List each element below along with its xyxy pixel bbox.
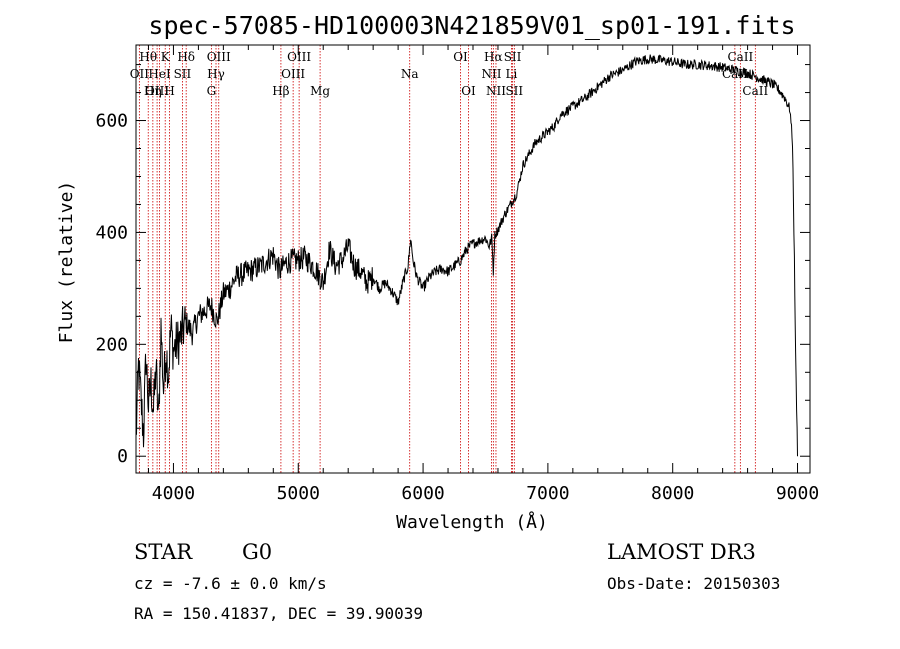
spectral-line-label: OIII — [145, 84, 169, 98]
redshift-value: cz = -7.6 ± 0.0 km/s — [134, 574, 327, 593]
spectral-line-label: OII — [130, 67, 150, 81]
spectral-line-label: SII — [504, 50, 522, 64]
spectral-line-label: Li — [506, 67, 518, 81]
x-tick-label: 7000 — [526, 483, 569, 504]
coordinates: RA = 150.41837, DEC = 39.90039 — [134, 604, 423, 623]
spectral-line-label: Hη — [144, 84, 162, 98]
spectral-line-label: OI — [453, 50, 468, 64]
spectral-line-label: Hβ — [272, 84, 289, 98]
spectral-line-label: OI — [461, 84, 476, 98]
x-axis-label: Wavelength (Å) — [396, 511, 548, 533]
chart-title: spec-57085-HD100003N421859V01_sp01-191.f… — [148, 11, 795, 40]
spectral-line-label: CaII — [727, 50, 753, 64]
spectral-line-label: Mg — [310, 84, 330, 98]
object-class: STAR — [134, 540, 193, 564]
spectral-line-label: CaII — [742, 84, 768, 98]
spectral-line-label: G — [207, 84, 217, 98]
spectral-line-label: H — [164, 84, 174, 98]
spectral-line-label: Na — [401, 67, 419, 81]
spectral-line-label: Hθ — [139, 50, 157, 64]
spectrum-series — [135, 54, 798, 457]
survey-name: LAMOST DR3 — [607, 540, 756, 564]
x-tick-label: 9000 — [776, 483, 819, 504]
observation-date: Obs-Date: 20150303 — [607, 574, 780, 593]
x-tick-label: 5000 — [277, 483, 320, 504]
plot-frame — [135, 44, 811, 474]
spectral-line-label: HeI — [148, 67, 171, 81]
y-tick-label: 0 — [117, 446, 128, 467]
spectral-line-label: OIII — [281, 67, 305, 81]
object-subclass: G0 — [242, 540, 272, 564]
y-tick-label: 600 — [95, 111, 128, 132]
spectral-line-label: CaII — [722, 67, 748, 81]
y-tick-label: 400 — [95, 222, 128, 243]
x-axis-ticks: 4000 5000 6000 7000 8000 9000 — [147, 45, 819, 504]
spectral-line-label: SII — [174, 67, 192, 81]
spectral-line-label: OIII — [207, 50, 231, 64]
plot-axes — [135, 44, 811, 474]
x-tick-label: 6000 — [401, 483, 444, 504]
x-tick-label: 4000 — [152, 483, 195, 504]
spectral-line-label: Hα — [484, 50, 503, 64]
spectral-line-label: NII — [486, 84, 506, 98]
spectral-line-label: Hδ — [177, 50, 195, 64]
y-tick-label: 200 — [95, 334, 128, 355]
spectrum-line — [135, 54, 798, 457]
y-axis-label: Flux (relative) — [56, 181, 77, 344]
spectral-line-label: K — [161, 50, 171, 64]
spectral-line-label: SII — [505, 84, 523, 98]
y-axis-ticks: 0 200 400 600 — [95, 64, 810, 467]
x-tick-label: 8000 — [651, 483, 694, 504]
spectral-line-label: Hγ — [207, 67, 225, 81]
spectral-line-label: NII — [481, 67, 501, 81]
spectral-line-label: OIII — [287, 50, 311, 64]
spectral-line-markers — [138, 45, 756, 473]
